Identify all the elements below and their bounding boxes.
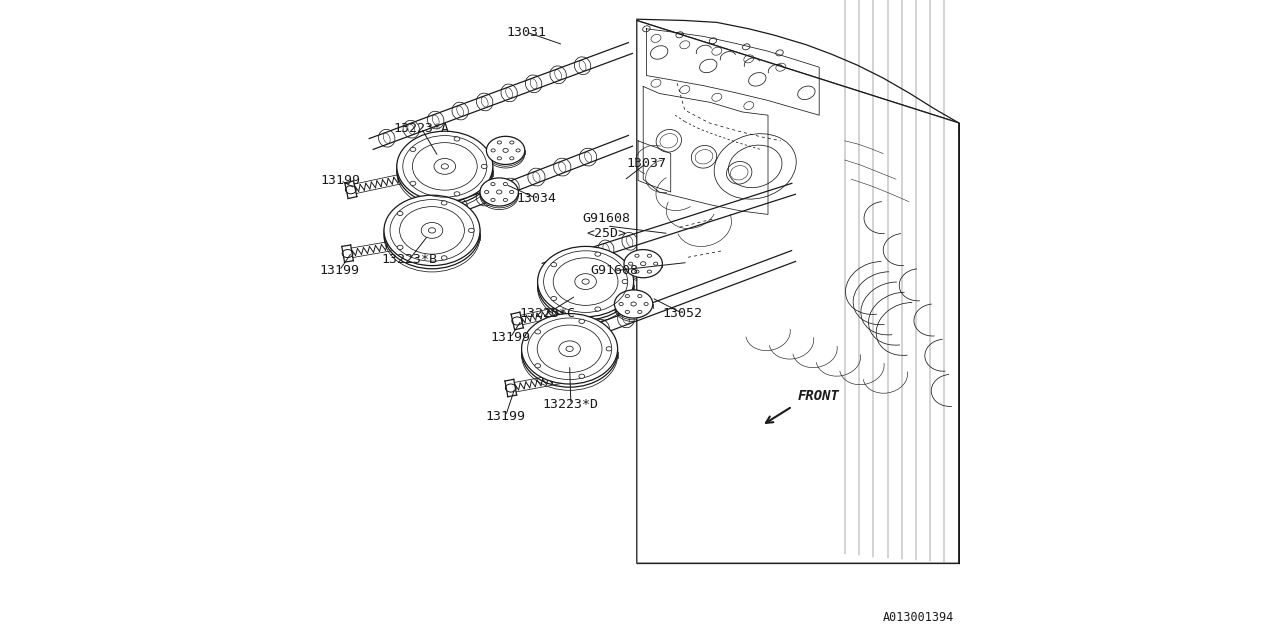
Ellipse shape bbox=[509, 141, 515, 144]
Text: 13199: 13199 bbox=[490, 332, 530, 344]
Ellipse shape bbox=[538, 246, 634, 317]
Ellipse shape bbox=[644, 303, 648, 305]
Ellipse shape bbox=[640, 262, 646, 266]
Text: 13199: 13199 bbox=[319, 264, 360, 277]
Ellipse shape bbox=[635, 270, 639, 273]
Text: G91608
<25D>: G91608 <25D> bbox=[582, 212, 631, 240]
Ellipse shape bbox=[628, 262, 632, 265]
Ellipse shape bbox=[625, 310, 630, 314]
Ellipse shape bbox=[492, 149, 495, 152]
Circle shape bbox=[675, 221, 686, 233]
Ellipse shape bbox=[550, 262, 557, 267]
Text: A013001394: A013001394 bbox=[882, 611, 954, 624]
Ellipse shape bbox=[625, 250, 663, 278]
Text: 13223*C: 13223*C bbox=[520, 307, 575, 320]
Ellipse shape bbox=[579, 319, 585, 323]
Ellipse shape bbox=[397, 211, 403, 216]
Ellipse shape bbox=[410, 147, 416, 152]
Ellipse shape bbox=[535, 330, 540, 334]
Ellipse shape bbox=[654, 262, 658, 265]
Text: 13223*D: 13223*D bbox=[543, 398, 599, 411]
Text: 13199: 13199 bbox=[485, 410, 526, 422]
Ellipse shape bbox=[620, 303, 623, 305]
Text: 13031: 13031 bbox=[506, 26, 547, 38]
Ellipse shape bbox=[516, 149, 520, 152]
Ellipse shape bbox=[421, 223, 443, 238]
Ellipse shape bbox=[346, 186, 356, 194]
Ellipse shape bbox=[397, 131, 493, 202]
Polygon shape bbox=[637, 20, 959, 563]
Ellipse shape bbox=[442, 256, 447, 260]
Ellipse shape bbox=[625, 294, 630, 298]
Ellipse shape bbox=[506, 384, 516, 392]
Ellipse shape bbox=[503, 198, 508, 202]
Ellipse shape bbox=[509, 157, 515, 160]
Ellipse shape bbox=[559, 341, 580, 356]
Ellipse shape bbox=[622, 280, 628, 284]
Ellipse shape bbox=[384, 195, 480, 266]
Ellipse shape bbox=[434, 159, 456, 174]
Ellipse shape bbox=[637, 294, 643, 298]
Ellipse shape bbox=[512, 317, 522, 325]
Ellipse shape bbox=[503, 182, 508, 186]
Ellipse shape bbox=[631, 302, 636, 306]
Text: FRONT: FRONT bbox=[797, 389, 840, 403]
Ellipse shape bbox=[575, 274, 596, 289]
Ellipse shape bbox=[442, 201, 447, 205]
Text: 13223*A: 13223*A bbox=[393, 122, 449, 134]
Text: 13199: 13199 bbox=[320, 174, 361, 187]
Ellipse shape bbox=[481, 164, 486, 168]
Ellipse shape bbox=[480, 178, 518, 206]
Ellipse shape bbox=[497, 141, 502, 144]
Ellipse shape bbox=[486, 136, 525, 164]
Ellipse shape bbox=[342, 250, 353, 257]
Ellipse shape bbox=[454, 192, 460, 196]
Ellipse shape bbox=[607, 347, 612, 351]
Ellipse shape bbox=[614, 290, 653, 318]
Ellipse shape bbox=[522, 314, 618, 384]
Ellipse shape bbox=[637, 310, 643, 314]
Ellipse shape bbox=[579, 374, 585, 378]
Polygon shape bbox=[637, 19, 959, 131]
Ellipse shape bbox=[454, 137, 460, 141]
Text: 13037: 13037 bbox=[626, 157, 667, 170]
Ellipse shape bbox=[648, 254, 652, 257]
Text: 13034: 13034 bbox=[516, 192, 557, 205]
Ellipse shape bbox=[595, 307, 600, 311]
Text: G91608: G91608 bbox=[590, 264, 639, 277]
Ellipse shape bbox=[410, 181, 416, 186]
Ellipse shape bbox=[497, 190, 502, 194]
Ellipse shape bbox=[648, 270, 652, 273]
Ellipse shape bbox=[468, 228, 475, 232]
Ellipse shape bbox=[503, 148, 508, 152]
Ellipse shape bbox=[635, 254, 639, 257]
Ellipse shape bbox=[490, 198, 495, 202]
Ellipse shape bbox=[497, 157, 502, 160]
Text: 13052: 13052 bbox=[663, 307, 703, 320]
Ellipse shape bbox=[595, 252, 600, 256]
Circle shape bbox=[682, 252, 694, 263]
Ellipse shape bbox=[509, 191, 513, 193]
Ellipse shape bbox=[535, 364, 540, 368]
Text: 13223*B: 13223*B bbox=[381, 253, 438, 266]
Ellipse shape bbox=[485, 191, 489, 193]
Ellipse shape bbox=[397, 245, 403, 250]
Ellipse shape bbox=[490, 182, 495, 186]
Ellipse shape bbox=[550, 296, 557, 301]
